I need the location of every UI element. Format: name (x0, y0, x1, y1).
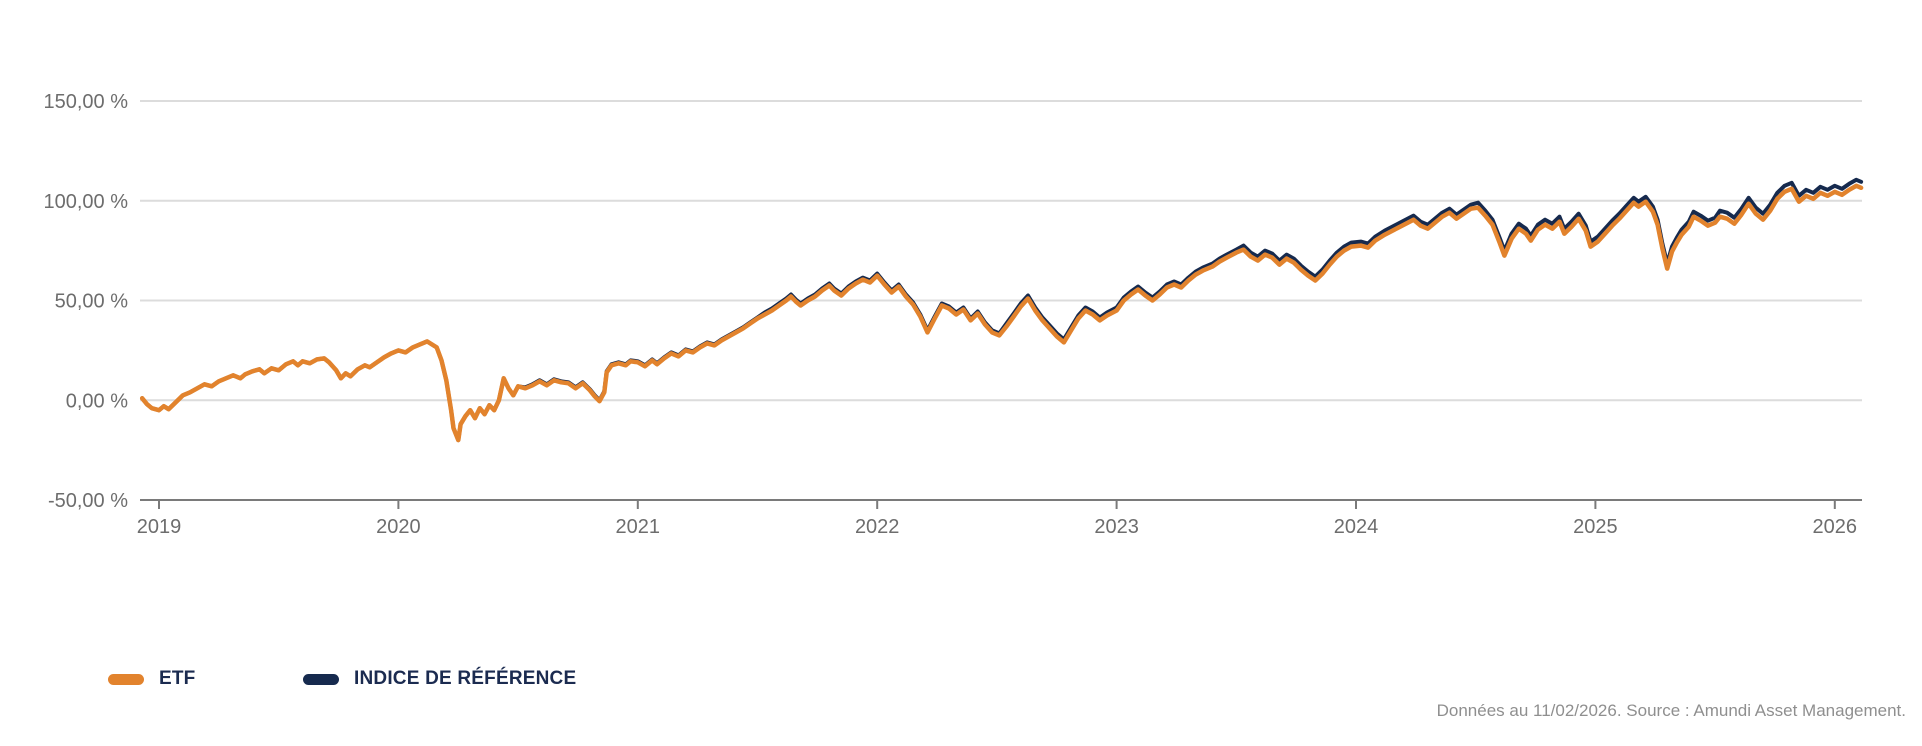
x-axis-tick-label: 2021 (616, 516, 661, 538)
y-axis-labels: 150,00 % 100,00 % 50,00 % 0,00 % -50,00 % (43, 91, 128, 512)
etf-line (139, 183, 1864, 443)
x-axis-tick-label: 2020 (376, 516, 421, 538)
legend-item-etf[interactable]: ETF (108, 668, 196, 690)
gridlines (140, 100, 1862, 402)
x-axis-tick-label: 2026 (1813, 516, 1858, 538)
x-axis (140, 499, 1862, 509)
index-line-swatch (303, 673, 339, 685)
y-axis-tick-label: 100,00 % (43, 191, 128, 213)
y-axis-tick-label: 50,00 % (55, 291, 129, 313)
x-axis-tick-label: 2022 (855, 516, 900, 538)
x-axis-tick-label: 2023 (1094, 516, 1139, 538)
legend-label-etf: ETF (159, 668, 196, 689)
x-axis-tick-label: 2025 (1573, 516, 1618, 538)
etf-line-swatch (108, 673, 144, 685)
x-axis-tick-label: 2019 (137, 516, 182, 538)
y-axis-tick-label: -50,00 % (48, 490, 128, 512)
legend-item-index[interactable]: INDICE DE RÉFÉRENCE (303, 668, 576, 690)
y-axis-tick-label: 0,00 % (66, 390, 128, 412)
chart-series (139, 177, 1864, 443)
legend-label-index: INDICE DE RÉFÉRENCE (354, 668, 577, 689)
performance-chart: 150,00 % 100,00 % 50,00 % 0,00 % -50,00 % 20… (43, 91, 1864, 538)
y-axis-tick-label: 150,00 % (43, 91, 128, 113)
x-axis-tick-label: 2024 (1334, 516, 1379, 538)
source-note: Données au 11/02/2026. Source : Amundi A… (1436, 701, 1906, 720)
x-axis-labels: 2019 2020 2021 2022 2023 2024 2025 2026 (137, 516, 1857, 538)
